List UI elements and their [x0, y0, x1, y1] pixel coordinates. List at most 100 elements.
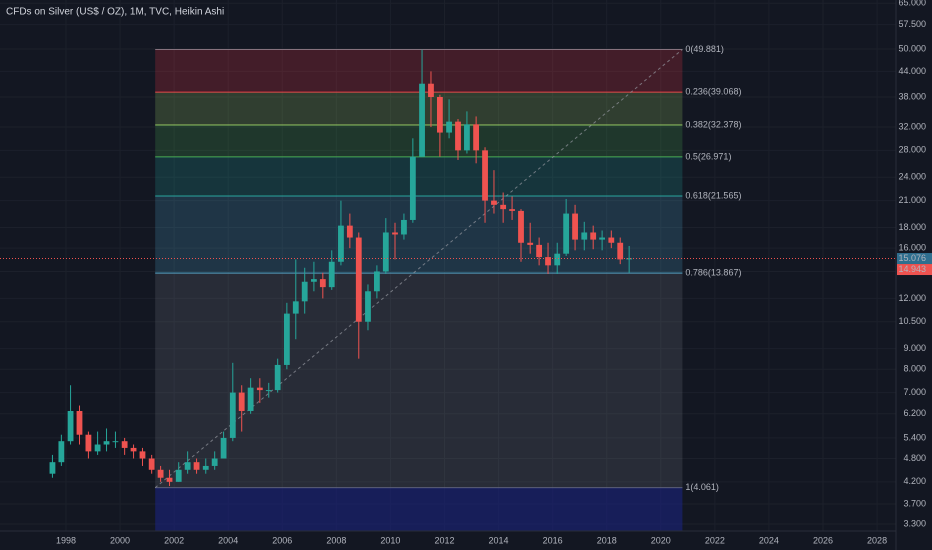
- price-label-box: [897, 264, 932, 276]
- candle-body: [184, 462, 191, 470]
- candle-body: [76, 410, 83, 435]
- chart-title: CFDs on Silver (US$ / OZ), 1M, TVC, Heik…: [6, 7, 224, 18]
- x-tick-label: 2010: [380, 535, 400, 545]
- fib-level-label: 0.382(32.378): [685, 119, 741, 129]
- x-tick-label: 2026: [813, 535, 833, 545]
- y-tick-label: 44.000: [898, 66, 926, 76]
- y-tick-label: 38.000: [898, 91, 926, 101]
- candle-body: [500, 204, 507, 210]
- candle-body: [436, 96, 443, 133]
- y-tick-label: 8.000: [903, 364, 926, 374]
- candle-body: [373, 271, 380, 292]
- candle-body: [166, 477, 173, 482]
- candle-body: [409, 156, 416, 220]
- candle-body: [428, 83, 434, 97]
- x-tick-label: 2018: [597, 535, 617, 545]
- candle-body: [545, 257, 551, 266]
- candle-body: [473, 124, 480, 151]
- y-tick-label: 57.500: [898, 19, 926, 29]
- candle-body: [328, 261, 335, 288]
- candle-body: [590, 232, 597, 240]
- y-tick-label: 24.000: [898, 172, 926, 182]
- candle-body: [94, 444, 101, 452]
- fib-band: [155, 92, 683, 125]
- candle-body: [247, 387, 254, 411]
- fib-extension-band: [155, 487, 683, 531]
- candle-body: [193, 462, 200, 470]
- candle-body: [572, 213, 578, 240]
- price-label: 15.076: [898, 253, 926, 263]
- y-tick-label: 5.400: [903, 432, 926, 442]
- x-tick-label: 1998: [56, 535, 76, 545]
- candle-body: [58, 441, 65, 463]
- x-tick-label: 2006: [272, 535, 292, 545]
- candle-body: [85, 434, 92, 452]
- x-tick-label: 2028: [867, 535, 887, 545]
- candle-body: [130, 447, 137, 452]
- y-tick-label: 16.000: [898, 243, 926, 253]
- x-tick-label: 2024: [759, 535, 779, 545]
- x-tick-label: 2020: [651, 535, 671, 545]
- fib-level-label: 0.236(39.068): [685, 87, 741, 97]
- fib-level-label: 0.618(21.565): [685, 190, 741, 200]
- fib-level-label: 0(49.881): [685, 44, 724, 54]
- candle-body: [220, 437, 227, 459]
- candle-body: [563, 213, 570, 254]
- y-tick-label: 3.300: [903, 518, 926, 528]
- candle-body: [626, 258, 633, 260]
- candle-body: [202, 465, 209, 470]
- candle-body: [365, 291, 371, 322]
- candle-body: [274, 364, 281, 391]
- price-label: 14.943: [898, 264, 926, 274]
- candle-body: [139, 451, 146, 459]
- x-tick-label: 2022: [705, 535, 725, 545]
- candle-body: [67, 410, 74, 442]
- candle-body: [238, 392, 245, 411]
- y-tick-label: 10.500: [898, 316, 926, 326]
- fib-band: [155, 195, 683, 274]
- candle-body: [283, 313, 290, 365]
- candle-body: [599, 237, 606, 240]
- x-tick-label: 2014: [489, 535, 509, 545]
- x-tick-label: 2000: [110, 535, 130, 545]
- candle-body: [527, 242, 534, 245]
- grid-layer: [0, 0, 896, 531]
- y-tick-label: 50.000: [898, 43, 926, 53]
- fib-level-label: 1(4.061): [685, 482, 719, 492]
- candle-body: [617, 242, 624, 260]
- x-tick-label: 2012: [434, 535, 454, 545]
- candle-body: [292, 301, 299, 314]
- y-tick-label: 65.000: [898, 0, 926, 8]
- candle-body: [464, 124, 470, 151]
- candle-body: [157, 469, 164, 478]
- candle-body: [49, 462, 56, 474]
- candle-body: [346, 225, 353, 238]
- candle-body: [401, 219, 407, 235]
- candle-body: [211, 458, 218, 466]
- y-tick-label: 7.000: [903, 387, 926, 397]
- x-tick-label: 2004: [218, 535, 238, 545]
- y-tick-label: 32.000: [898, 121, 926, 131]
- candle-body: [536, 244, 543, 258]
- fib-level-label: 0.786(13.867): [685, 268, 741, 278]
- candle-body: [148, 458, 155, 470]
- candle-body: [265, 390, 272, 392]
- candle-body: [319, 279, 326, 288]
- candle-body: [229, 392, 236, 438]
- candle-body: [355, 237, 362, 322]
- candle-body: [175, 469, 182, 482]
- fib-trend-line: [154, 49, 683, 489]
- candle-body: [509, 209, 515, 211]
- y-tick-label: 21.000: [898, 195, 926, 205]
- candle-body: [581, 232, 588, 240]
- candle-body: [382, 232, 389, 272]
- y-tick-label: 4.200: [903, 476, 926, 486]
- fib-band: [155, 124, 683, 157]
- x-tick-label: 2016: [543, 535, 563, 545]
- fib-level-label: 0.5(26.971): [685, 151, 731, 161]
- x-tick-label: 2008: [326, 535, 346, 545]
- candle-body: [491, 200, 497, 205]
- y-tick-label: 28.000: [898, 145, 926, 155]
- y-tick-label: 12.000: [898, 293, 926, 303]
